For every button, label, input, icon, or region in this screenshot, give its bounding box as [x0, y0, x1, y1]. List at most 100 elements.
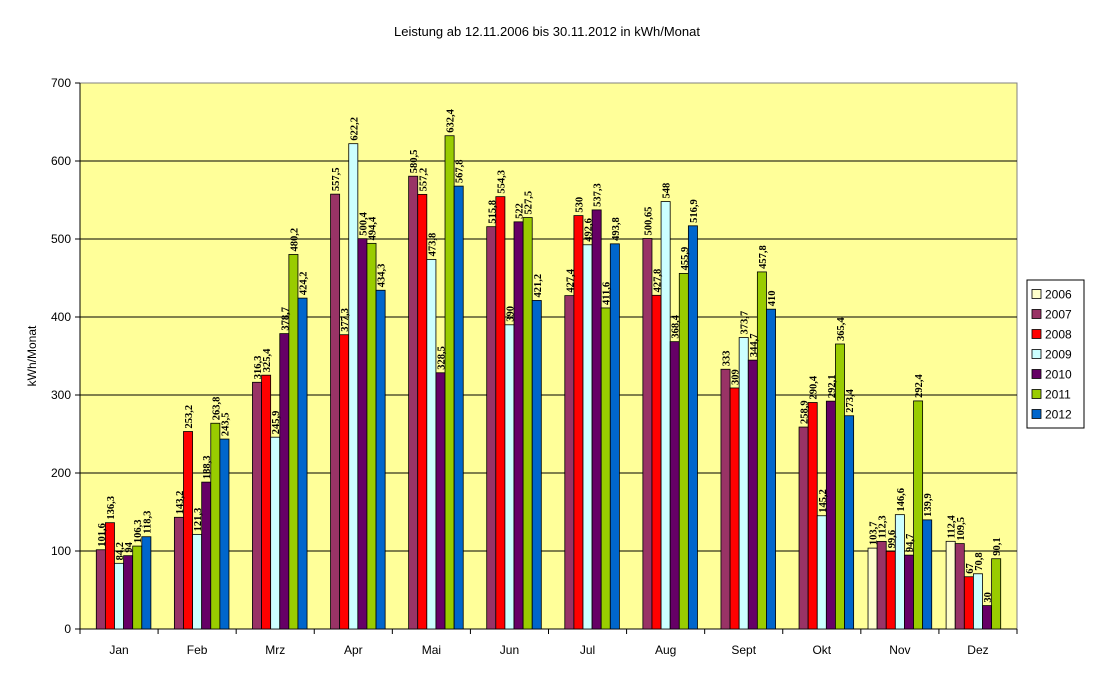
bar: [885, 550, 896, 630]
bar: [348, 143, 359, 630]
bar: [297, 297, 308, 630]
legend-swatch-2012: [1031, 409, 1042, 419]
y-tick-label: 400: [51, 310, 71, 324]
bar: [825, 400, 836, 630]
data-label: 273,4: [845, 388, 856, 412]
legend-label-2011: 2011: [1045, 388, 1071, 402]
data-label: 316,3: [253, 356, 264, 380]
bar: [945, 540, 956, 630]
legend-swatch-2009: [1031, 349, 1042, 359]
data-label: 480,2: [289, 228, 300, 252]
bar: [408, 175, 419, 630]
bar: [210, 422, 221, 630]
data-label: 567,8: [455, 159, 466, 183]
data-label: 500,4: [358, 211, 369, 235]
bar: [973, 573, 983, 630]
bar: [531, 300, 542, 630]
data-label: 424,2: [299, 271, 310, 295]
data-label: 377,3: [340, 308, 351, 332]
data-label: 143,2: [175, 491, 186, 515]
data-label: 112,4: [947, 515, 958, 539]
x-tick-label: Sept: [731, 643, 756, 657]
bar: [954, 543, 965, 630]
bar: [982, 605, 993, 630]
bar: [486, 226, 497, 630]
data-label: 527,5: [524, 191, 535, 215]
bar: [642, 238, 653, 630]
x-tick-label: Dez: [967, 643, 988, 657]
bar: [522, 217, 533, 630]
bar: [729, 387, 740, 630]
chart-title: Leistung ab 12.11.2006 bis 30.11.2012 in…: [394, 24, 700, 39]
bar: [444, 135, 455, 630]
bar: [141, 536, 152, 630]
x-tick-label: Mrz: [265, 643, 285, 657]
x-tick-label: Apr: [344, 643, 363, 657]
bar: [270, 436, 281, 630]
bar: [600, 307, 611, 630]
bar: [582, 244, 593, 630]
data-label: 30: [983, 592, 994, 603]
data-label: 67: [965, 563, 976, 574]
data-label: 434,3: [377, 264, 388, 288]
legend-label-2007: 2007: [1045, 308, 1072, 322]
bar: [913, 400, 924, 630]
data-label: 500,65: [643, 207, 654, 236]
data-label: 101,6: [97, 523, 108, 547]
data-label: 103,7: [869, 521, 880, 545]
data-label: 365,4: [836, 317, 847, 341]
bar: [651, 294, 662, 630]
bar: [904, 554, 914, 630]
bar: [279, 333, 290, 630]
x-tick-label: Okt: [812, 643, 831, 657]
bar: [687, 225, 698, 630]
data-label: 554,3: [496, 170, 507, 194]
bar: [766, 308, 776, 630]
bar: [963, 576, 974, 630]
data-label: 494,4: [367, 216, 378, 240]
legend-label-2008: 2008: [1045, 328, 1072, 342]
data-label: 258,9: [800, 400, 811, 424]
bar: [252, 381, 262, 630]
data-label: 325,4: [262, 348, 273, 372]
data-label: 421,2: [533, 274, 544, 298]
bar: [123, 555, 134, 630]
x-tick-label: Jun: [500, 643, 519, 657]
data-label: 378,7: [280, 307, 291, 331]
data-label: 188,3: [202, 456, 213, 480]
bar: [114, 562, 124, 630]
bar: [609, 243, 620, 630]
data-label: 94,7: [905, 534, 916, 552]
data-label: 522: [515, 203, 526, 219]
data-label: 530: [574, 197, 585, 213]
series-2010: [123, 209, 993, 630]
bar: [798, 426, 809, 630]
data-label: 139,9: [923, 493, 934, 517]
data-label: 333: [722, 351, 733, 367]
legend-swatch-2006: [1031, 289, 1042, 299]
bar: [816, 515, 827, 630]
bar: [922, 519, 933, 630]
series-2007: [95, 175, 965, 630]
data-label: 390: [505, 306, 516, 322]
data-label: 136,3: [106, 496, 117, 520]
y-tick-label: 200: [51, 466, 71, 480]
bar: [366, 242, 377, 630]
data-label: 493,8: [611, 217, 622, 241]
y-axis-label: kWh/Monat: [25, 325, 39, 386]
bar: [132, 545, 143, 630]
bar: [453, 185, 464, 630]
data-label: 99,6: [887, 530, 898, 548]
bar: [201, 481, 212, 630]
bar: [756, 271, 767, 630]
data-label: 368,4: [671, 314, 682, 338]
legend-label-2006: 2006: [1045, 288, 1072, 302]
bar: [513, 221, 524, 630]
bar: [495, 196, 506, 630]
data-label: 632,4: [446, 108, 457, 132]
data-label: 292,1: [827, 375, 838, 399]
data-label: 94: [124, 541, 135, 552]
bar: [339, 334, 350, 630]
y-tick-label: 300: [51, 388, 71, 402]
